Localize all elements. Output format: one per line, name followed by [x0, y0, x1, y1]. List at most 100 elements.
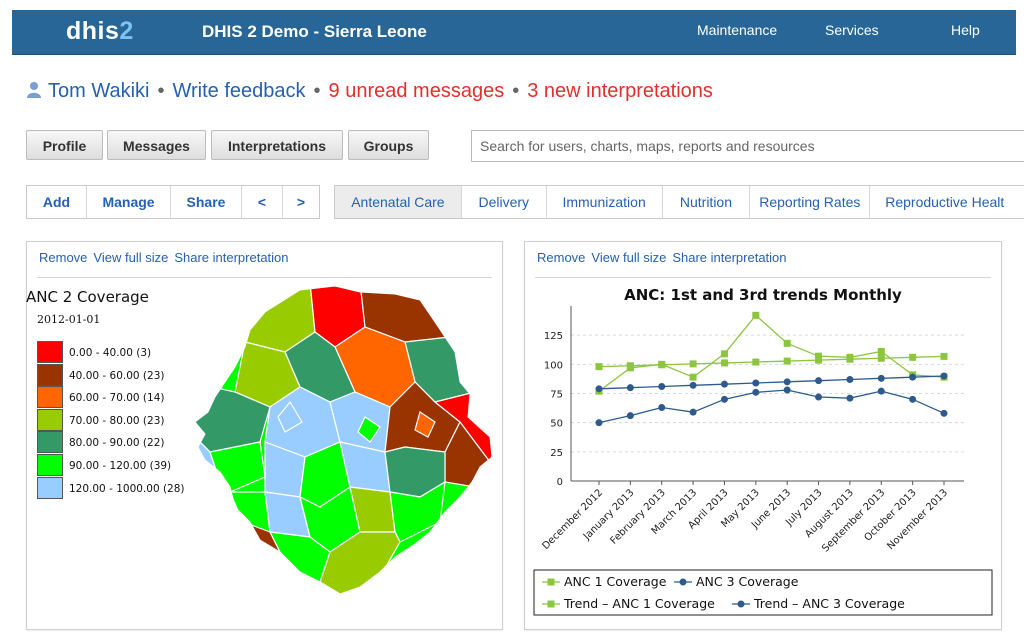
- legend-marker: [547, 578, 555, 586]
- data-point: [846, 376, 854, 383]
- y-tick-label: 125: [544, 331, 563, 342]
- legend-label: 90.00 - 120.00 (39): [69, 459, 172, 472]
- next-button[interactable]: >: [296, 194, 306, 210]
- data-point: [626, 384, 634, 392]
- view-full-size-link[interactable]: View full size: [591, 250, 667, 265]
- data-point: [720, 359, 728, 367]
- data-point: [689, 408, 697, 416]
- tab-immunization[interactable]: Immunization: [547, 186, 663, 218]
- menu-maintenance[interactable]: Maintenance: [697, 22, 778, 38]
- separator-dot: •: [157, 80, 165, 102]
- data-point: [877, 387, 885, 395]
- data-point: [626, 412, 634, 420]
- legend-swatch: [37, 363, 63, 386]
- x-tick-label: November 2013: [885, 487, 950, 552]
- data-point: [815, 356, 823, 364]
- data-point: [720, 380, 728, 388]
- data-point: [783, 339, 791, 347]
- unread-messages-link[interactable]: 9 unread messages: [328, 80, 505, 102]
- data-point: [783, 378, 791, 386]
- share-button[interactable]: Share: [171, 186, 242, 218]
- data-point: [595, 363, 603, 371]
- data-point: [752, 311, 760, 319]
- data-point: [689, 360, 697, 368]
- separator-dot: •: [512, 80, 520, 102]
- user-icon: [26, 81, 42, 105]
- sierra-leone-map[interactable]: [190, 282, 500, 600]
- interpretations-button[interactable]: Interpretations: [211, 130, 343, 160]
- data-point: [846, 394, 854, 402]
- share-interpretation-link[interactable]: Share interpretation: [672, 250, 787, 265]
- legend-label: 120.00 - 1000.00 (28): [69, 482, 185, 495]
- dhis2-logo[interactable]: dhis2: [66, 17, 134, 46]
- manage-button[interactable]: Manage: [87, 186, 171, 218]
- legend-frame: [533, 569, 993, 616]
- logo-number: 2: [119, 17, 134, 45]
- remove-link[interactable]: Remove: [39, 250, 88, 265]
- legend-label: ANC 1 Coverage: [564, 574, 667, 589]
- legend-label: ANC 3 Coverage: [696, 574, 799, 589]
- remove-link[interactable]: Remove: [537, 250, 586, 265]
- groups-button[interactable]: Groups: [348, 130, 429, 160]
- tab-delivery[interactable]: Delivery: [462, 186, 547, 218]
- line-chart[interactable]: ANC: 1st and 3rd trends Monthly 0 25 50 75 1…: [524, 276, 1002, 626]
- data-point: [752, 358, 760, 366]
- search-input[interactable]: [471, 130, 1024, 162]
- data-point: [626, 362, 634, 370]
- data-point: [815, 377, 823, 385]
- series-line: [598, 375, 945, 390]
- write-feedback-link[interactable]: Write feedback: [172, 80, 306, 102]
- data-point: [658, 383, 666, 390]
- data-point: [909, 353, 917, 361]
- data-point: [940, 409, 948, 417]
- tab-antenatal-care[interactable]: Antenatal Care: [335, 186, 462, 218]
- y-tick-label: 50: [550, 419, 563, 430]
- data-point: [909, 395, 917, 403]
- data-point: [595, 419, 603, 427]
- legend-marker: [547, 600, 555, 608]
- data-point: [815, 352, 823, 360]
- view-full-size-link[interactable]: View full size: [93, 250, 169, 265]
- x-tick-label: February 2013: [608, 487, 667, 546]
- legend-label: 0.00 - 40.00 (3): [69, 347, 152, 359]
- messages-button[interactable]: Messages: [107, 130, 206, 160]
- menu-services[interactable]: Services: [825, 22, 879, 38]
- chart-panel: Remove View full size Share interpretation: [524, 241, 1002, 630]
- data-point: [658, 361, 666, 369]
- menu-help[interactable]: Help: [951, 22, 980, 38]
- previous-button[interactable]: <: [242, 186, 283, 218]
- chart-title: ANC: 1st and 3rd trends Monthly: [624, 286, 902, 304]
- data-point: [940, 372, 948, 380]
- legend-swatch: [37, 341, 63, 363]
- legend-label: Trend – ANC 3 Coverage: [753, 596, 905, 611]
- data-point: [595, 385, 603, 393]
- add-button[interactable]: Add: [27, 186, 87, 218]
- share-interpretation-link[interactable]: Share interpretation: [174, 250, 289, 265]
- chart-grid: [571, 334, 964, 453]
- tab-reproductive-health[interactable]: Reproductive Healt: [885, 194, 1005, 210]
- data-point: [658, 404, 666, 411]
- data-point: [815, 393, 823, 401]
- data-point: [689, 381, 697, 389]
- data-point: [752, 379, 760, 387]
- chart-series: [595, 311, 948, 427]
- legend-marker: [679, 578, 687, 586]
- chart-legend: ANC 1 Coverage ANC 3 Coverage Trend – ANC …: [533, 569, 993, 616]
- y-tick-label: 25: [550, 448, 563, 459]
- tab-nutrition[interactable]: Nutrition: [663, 186, 751, 218]
- tab-reporting-rates[interactable]: Reporting Rates: [750, 186, 871, 218]
- y-tick-label: 0: [557, 477, 563, 488]
- data-point: [752, 388, 760, 396]
- user-name-link[interactable]: Tom Wakiki: [48, 80, 150, 102]
- new-interpretations-link[interactable]: 3 new interpretations: [527, 80, 713, 102]
- profile-button[interactable]: Profile: [26, 130, 103, 160]
- map-period: 2012-01-01: [37, 313, 101, 326]
- legend-marker: [737, 600, 745, 608]
- separator-dot: •: [313, 80, 321, 102]
- series-line: [598, 314, 945, 392]
- legend-swatch: [37, 431, 63, 454]
- series-line: [598, 389, 945, 424]
- y-tick-label: 75: [550, 390, 563, 401]
- legend-label: 60.00 - 70.00 (14): [69, 392, 165, 405]
